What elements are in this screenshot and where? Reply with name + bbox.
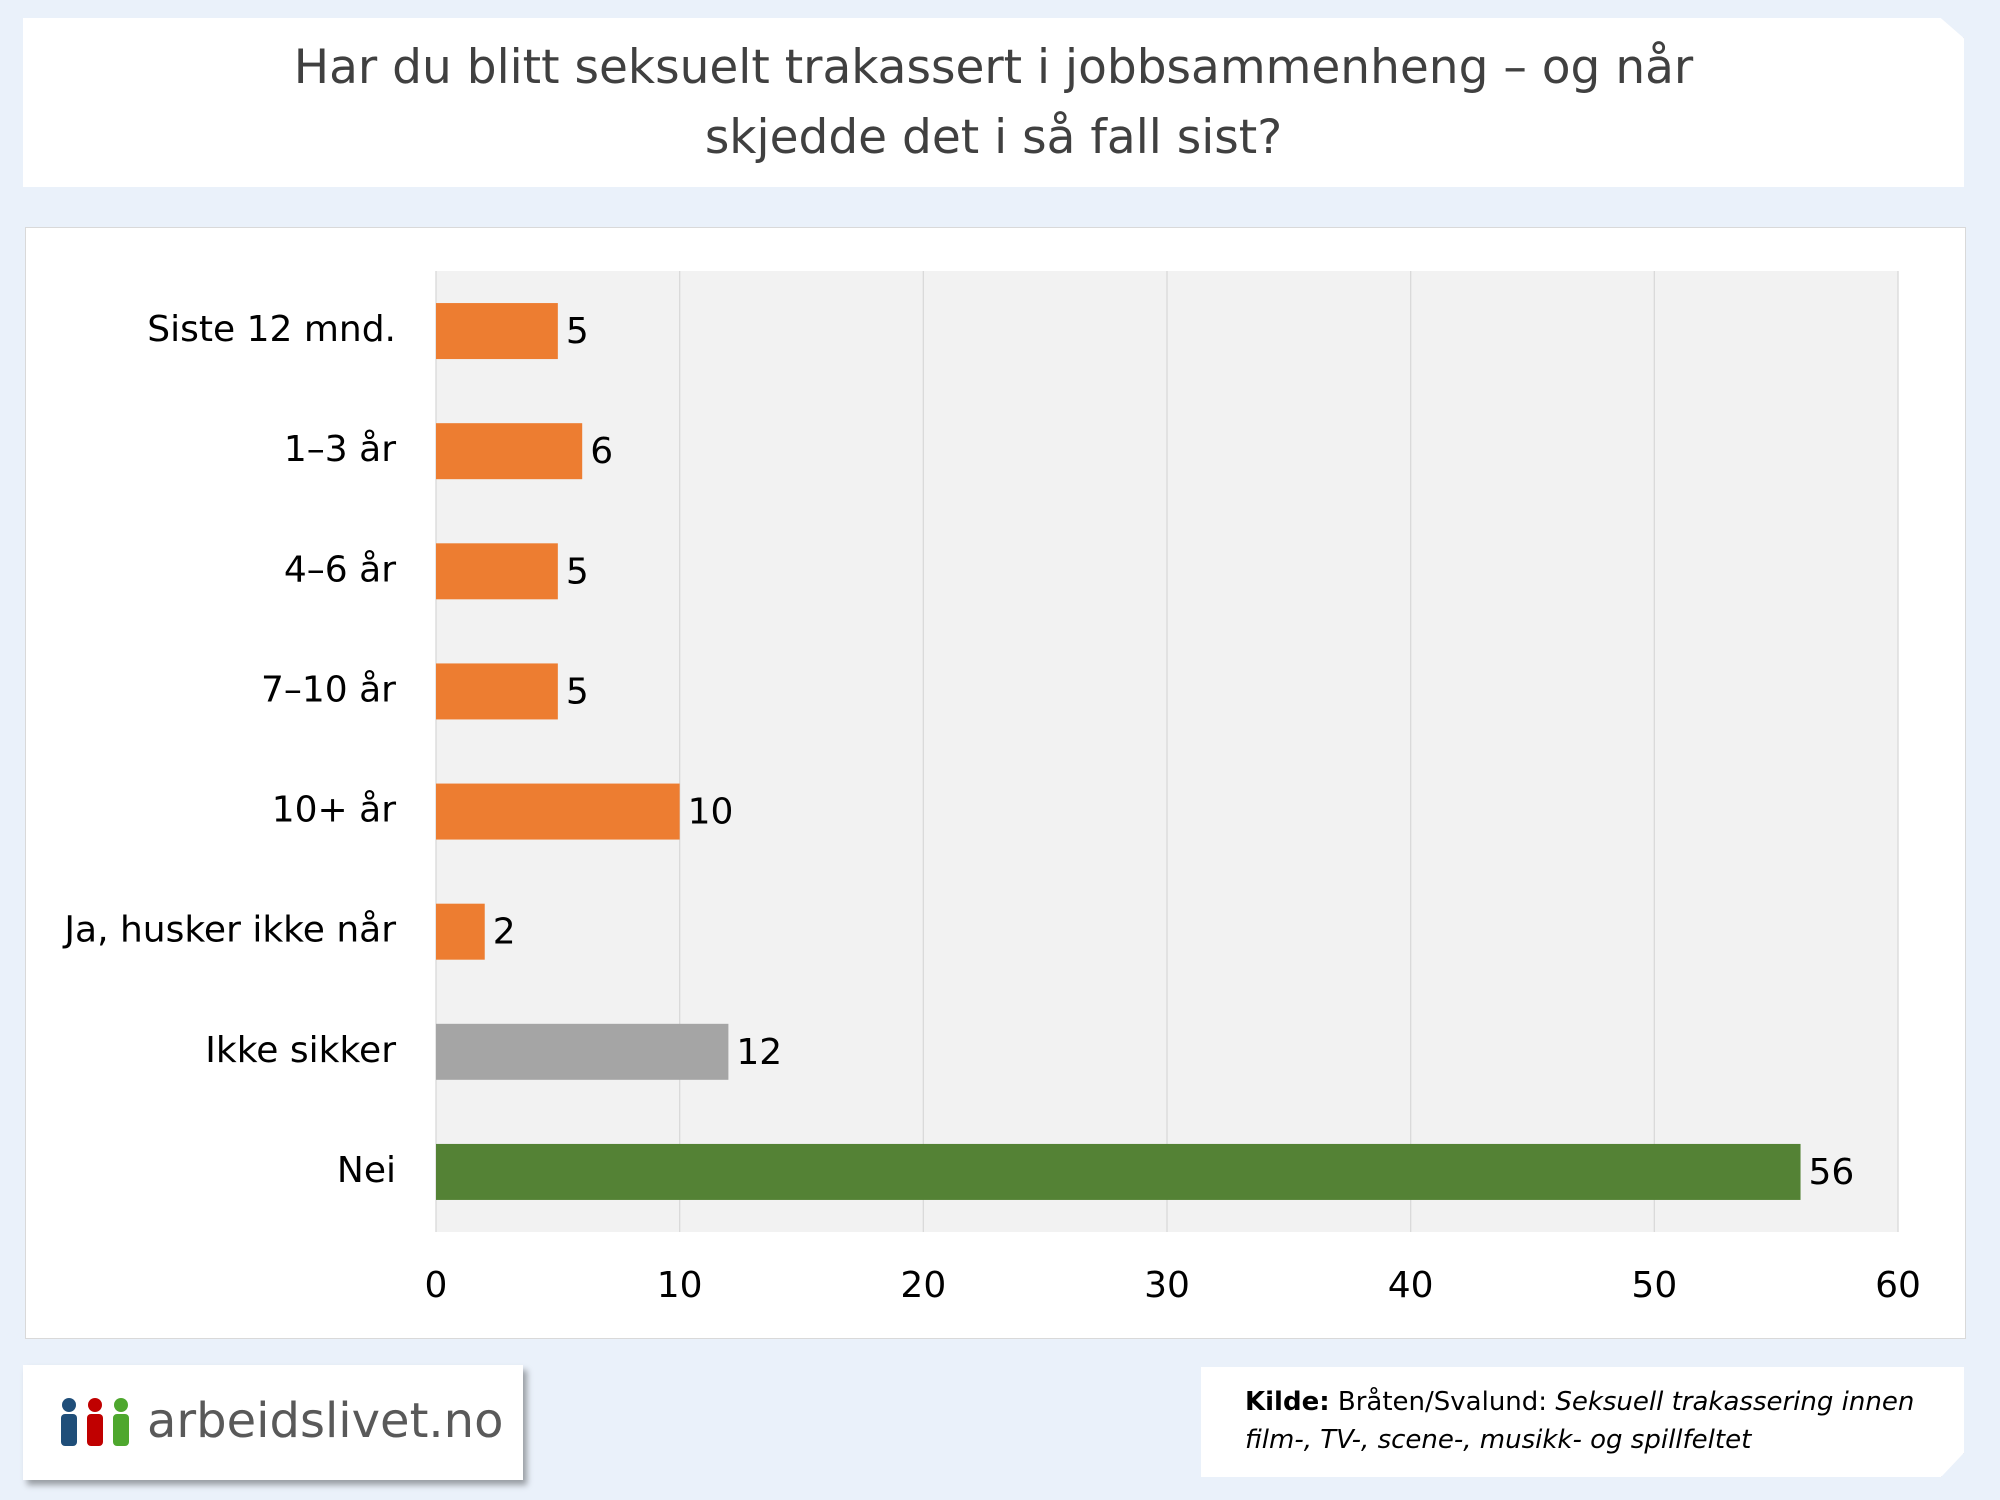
source-box: Kilde: Bråten/Svalund: Seksuell trakasse…: [1201, 1367, 1964, 1477]
bar: [436, 663, 558, 720]
bar: [436, 423, 583, 480]
bar: [436, 543, 558, 600]
chart-panel: 0 10 20 30 40 50 60 Siste 12 mnd. 5 1–3 år 6 4–6 år…: [25, 227, 1966, 1339]
source-work: Seksuell trakassering innen film-, TV-, …: [1245, 1387, 1915, 1455]
bar: [436, 903, 485, 960]
x-tick-label: 0: [425, 1265, 448, 1306]
y-tick-label: 1–3 år: [284, 429, 396, 470]
value-label: 56: [1809, 1152, 1855, 1193]
value-label: 6: [590, 431, 613, 472]
source-author: Bråten/Svalund:: [1337, 1387, 1548, 1417]
x-tick-label: 40: [1388, 1265, 1434, 1306]
value-label: 5: [566, 671, 589, 712]
value-label: 12: [736, 1032, 782, 1073]
bar: [436, 783, 680, 840]
logo-box: arbeidslivet.no: [23, 1365, 523, 1480]
y-tick-label: Nei: [337, 1150, 396, 1191]
value-label: 10: [688, 792, 734, 833]
y-tick-label: Ja, husker ikke når: [62, 910, 396, 951]
value-label: 5: [566, 551, 589, 592]
source-label: Kilde:: [1245, 1387, 1330, 1417]
x-tick-label: 20: [900, 1265, 946, 1306]
x-tick-label: 60: [1875, 1265, 1921, 1306]
bar: [436, 303, 558, 360]
x-tick-label: 10: [657, 1265, 703, 1306]
y-tick-label: 10+ år: [272, 790, 396, 831]
y-tick-label: Siste 12 mnd.: [147, 309, 396, 350]
bar: [436, 1143, 1801, 1200]
y-tick-label: Ikke sikker: [205, 1030, 396, 1071]
value-label: 2: [493, 912, 516, 953]
value-label: 5: [566, 311, 589, 352]
logo-icon: [61, 1398, 129, 1446]
title-box: Har du blitt seksuelt trakassert i jobbs…: [23, 18, 1964, 187]
chart: 0 10 20 30 40 50 60 Siste 12 mnd. 5 1–3 år 6 4–6 år…: [62, 271, 1921, 1306]
y-tick-label: 4–6 år: [284, 549, 396, 590]
bar: [436, 1023, 729, 1080]
y-tick-label: 7–10 år: [261, 669, 396, 710]
chart-title: Har du blitt seksuelt trakassert i jobbs…: [293, 39, 1694, 165]
x-tick-label: 30: [1144, 1265, 1190, 1306]
logo-text: arbeidslivet.no: [147, 1393, 504, 1449]
x-tick-label: 50: [1631, 1265, 1677, 1306]
